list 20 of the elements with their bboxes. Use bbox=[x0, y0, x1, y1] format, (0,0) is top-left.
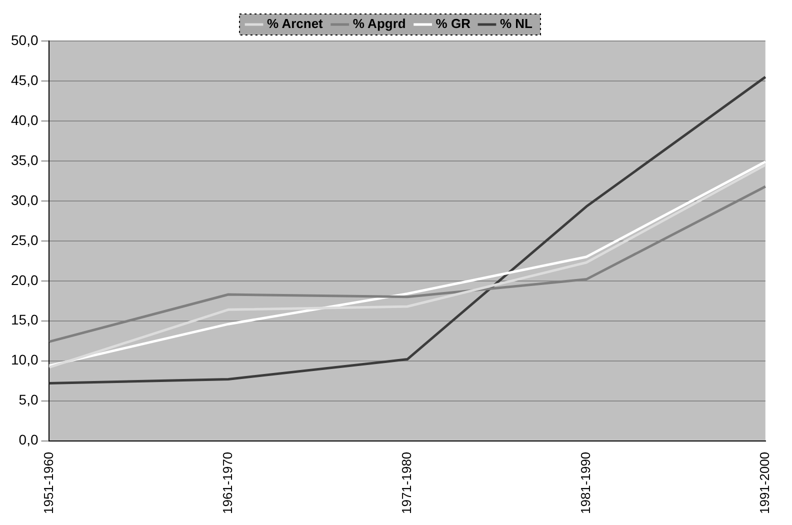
y-tick-label: 15,0 bbox=[11, 312, 38, 328]
legend-label: % NL bbox=[500, 16, 533, 32]
y-tick-label: 20,0 bbox=[11, 272, 38, 288]
x-tick-label: 1991-2000 bbox=[756, 452, 772, 514]
x-tick-label: 1981-1990 bbox=[578, 452, 593, 514]
y-tick-label: 0,0 bbox=[18, 432, 38, 448]
legend-label: % GR bbox=[436, 16, 472, 32]
x-tick-label: 1961-1970 bbox=[220, 452, 235, 514]
y-tick-label: 45,0 bbox=[11, 72, 38, 88]
x-tick-label: 1951-1960 bbox=[40, 452, 56, 514]
legend-label: % Apgrd bbox=[352, 16, 406, 32]
legend-label: % Arcnet bbox=[267, 16, 324, 32]
y-tick-label: 50,0 bbox=[11, 32, 38, 48]
x-tick-label: 1971-1980 bbox=[398, 452, 414, 514]
y-tick-label: 35,0 bbox=[11, 152, 38, 168]
y-tick-label: 10,0 bbox=[11, 352, 38, 368]
y-tick-label: 25,0 bbox=[11, 232, 38, 248]
y-tick-label: 30,0 bbox=[11, 192, 38, 208]
y-tick-label: 5,0 bbox=[18, 392, 38, 408]
y-tick-label: 40,0 bbox=[11, 112, 38, 128]
